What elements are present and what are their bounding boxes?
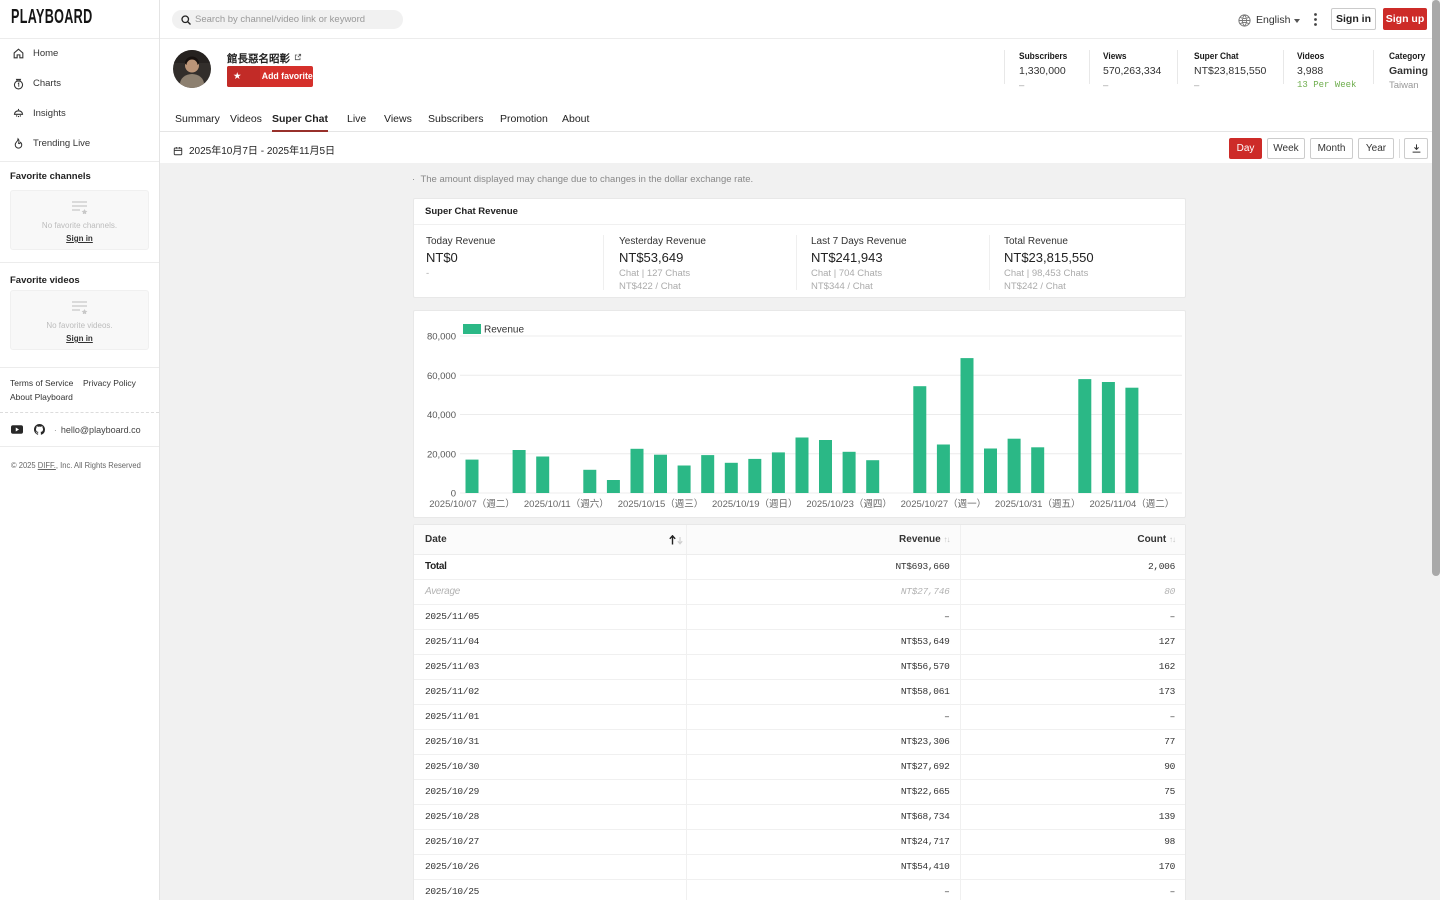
svg-text:40,000: 40,000 bbox=[427, 410, 456, 421]
svg-text:80,000: 80,000 bbox=[427, 332, 456, 343]
svg-text:2025/10/15（週三）: 2025/10/15（週三） bbox=[618, 498, 704, 510]
svg-text:Revenue: Revenue bbox=[484, 325, 524, 336]
svg-text:0: 0 bbox=[451, 489, 456, 500]
svg-text:20,000: 20,000 bbox=[427, 449, 456, 460]
svg-text:2025/10/11（週六）: 2025/10/11（週六） bbox=[524, 498, 609, 510]
svg-text:60,000: 60,000 bbox=[427, 371, 456, 382]
svg-text:2025/10/31（週五）: 2025/10/31（週五） bbox=[995, 498, 1081, 510]
svg-text:2025/10/23（週四）: 2025/10/23（週四） bbox=[806, 498, 892, 510]
svg-text:2025/11/04（週二）: 2025/11/04（週二） bbox=[1089, 498, 1174, 510]
svg-text:2025/10/07（週二）: 2025/10/07（週二） bbox=[429, 498, 515, 510]
svg-text:2025/10/19（週日）: 2025/10/19（週日） bbox=[712, 498, 798, 510]
svg-text:2025/10/27（週一）: 2025/10/27（週一） bbox=[901, 498, 987, 510]
